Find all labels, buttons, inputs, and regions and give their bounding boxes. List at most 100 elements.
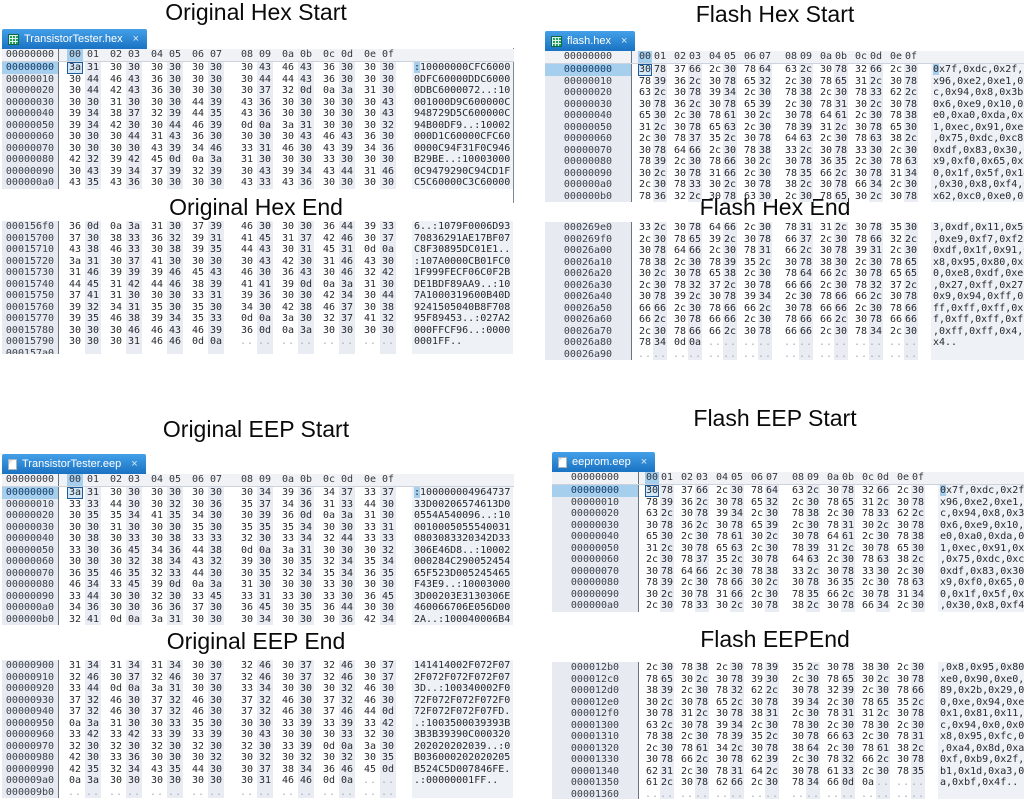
- hex-byte-cell[interactable]: 30: [896, 708, 910, 719]
- hex-byte-cell[interactable]: 30: [126, 602, 142, 614]
- hex-byte-cell[interactable]: 32: [281, 567, 295, 579]
- hex-byte-cell[interactable]: 30: [826, 600, 840, 611]
- hex-byte-cell[interactable]: 2c: [638, 279, 652, 291]
- hex-byte-cell[interactable]: 32: [861, 485, 875, 496]
- hex-byte-cell[interactable]: 30: [240, 73, 254, 85]
- ascii-column-cell[interactable]: B29BE..:10003000: [412, 154, 513, 166]
- hex-byte-cell[interactable]: 30: [68, 165, 82, 177]
- hex-byte-cell[interactable]: 46: [109, 706, 123, 717]
- hex-byte-cell[interactable]: 30: [695, 577, 709, 589]
- hex-byte-cell[interactable]: 30: [208, 85, 224, 97]
- hex-byte-cell[interactable]: 44: [150, 278, 164, 290]
- hex-byte-cell[interactable]: 78: [645, 731, 659, 742]
- hex-byte-cell[interactable]: 34: [298, 521, 314, 533]
- ascii-column-cell[interactable]: [412, 786, 513, 798]
- hex-byte-cell[interactable]: 66: [854, 179, 868, 190]
- hex-byte-cell[interactable]: 3a: [281, 119, 295, 131]
- hex-byte-cell[interactable]: 33: [363, 487, 377, 498]
- ascii-column-cell[interactable]: 0010005055540031: [412, 521, 513, 533]
- hex-byte-cell[interactable]: 2c: [799, 144, 813, 156]
- hex-byte-cell[interactable]: 30: [167, 301, 183, 313]
- hex-byte-cell[interactable]: 30: [380, 177, 396, 189]
- hex-byte-cell[interactable]: 78: [826, 496, 840, 508]
- hex-byte-cell[interactable]: 35: [85, 763, 101, 775]
- hex-byte-cell[interactable]: 78: [750, 662, 764, 673]
- hex-byte-cell[interactable]: 0d: [380, 763, 396, 775]
- hex-byte-cell[interactable]: 78: [791, 588, 805, 600]
- hex-byte-cell[interactable]: 78: [660, 519, 674, 531]
- hex-byte-cell[interactable]: 2c: [715, 485, 729, 496]
- hex-byte-cell[interactable]: 43: [339, 131, 355, 143]
- hex-byte-cell[interactable]: 38: [799, 87, 813, 99]
- hex-byte-cell[interactable]: 31: [298, 119, 314, 131]
- hex-byte-cell[interactable]: 44: [191, 96, 205, 108]
- empty-byte-cell[interactable]: ..: [869, 337, 884, 349]
- hex-byte-cell[interactable]: 31: [380, 521, 396, 533]
- hex-byte-cell[interactable]: 45: [85, 278, 101, 290]
- hex-byte-cell[interactable]: 30: [240, 775, 254, 786]
- hex-byte-cell[interactable]: 30: [896, 673, 910, 685]
- hex-byte-cell[interactable]: 0a: [109, 221, 123, 232]
- hex-byte-cell[interactable]: 30: [791, 765, 805, 777]
- hex-byte-cell[interactable]: 2c: [911, 508, 925, 520]
- hex-byte-cell[interactable]: 30: [208, 301, 224, 313]
- hex-byte-cell[interactable]: 65: [708, 121, 722, 133]
- hex-byte-cell[interactable]: 2c: [673, 256, 687, 268]
- empty-byte-cell[interactable]: ..: [167, 786, 183, 798]
- hex-byte-cell[interactable]: 2c: [806, 600, 820, 612]
- hex-byte-cell[interactable]: 46: [68, 579, 82, 590]
- hex-byte-cell[interactable]: 66: [723, 167, 737, 179]
- hex-byte-cell[interactable]: 36: [322, 602, 336, 613]
- hex-byte-cell[interactable]: 30: [854, 121, 868, 133]
- hex-byte-cell[interactable]: 42: [109, 119, 123, 131]
- ascii-column-cell[interactable]: 7A1000319600B40D: [412, 290, 513, 302]
- hex-byte-cell[interactable]: 30: [257, 221, 273, 233]
- hex-byte-cell[interactable]: 2c: [834, 268, 848, 280]
- hex-byte-cell[interactable]: 61: [841, 531, 855, 543]
- hex-byte-cell[interactable]: 30: [257, 301, 273, 313]
- hex-byte-cell[interactable]: 31: [322, 498, 336, 510]
- hex-byte-cell[interactable]: 32: [380, 544, 396, 556]
- hex-byte-cell[interactable]: 46: [240, 267, 254, 278]
- hex-byte-cell[interactable]: 31: [708, 167, 722, 179]
- empty-byte-cell[interactable]: ..: [167, 347, 183, 354]
- hex-byte-cell[interactable]: 30: [298, 313, 314, 325]
- hex-byte-cell[interactable]: 39: [765, 662, 779, 674]
- hex-byte-cell[interactable]: 2c: [708, 144, 722, 156]
- hex-byte-cell[interactable]: 2c: [723, 279, 737, 291]
- empty-byte-cell[interactable]: ..: [660, 788, 675, 799]
- hex-byte-cell[interactable]: 43: [126, 73, 142, 85]
- hex-byte-cell[interactable]: 66: [869, 64, 883, 76]
- hex-byte-cell[interactable]: 30: [695, 731, 709, 743]
- hex-byte-cell[interactable]: 78: [695, 696, 709, 708]
- hex-byte-cell[interactable]: 2c: [799, 179, 813, 191]
- hex-byte-cell[interactable]: 33: [380, 221, 396, 233]
- hex-byte-cell[interactable]: 30: [68, 533, 82, 544]
- hex-byte-cell[interactable]: 30: [281, 671, 295, 683]
- hex-byte-cell[interactable]: 37: [380, 671, 396, 683]
- hex-byte-cell[interactable]: 30: [85, 336, 101, 348]
- hex-byte-cell[interactable]: 78: [819, 190, 833, 202]
- hex-byte-cell[interactable]: 39: [68, 119, 82, 131]
- ascii-column-cell[interactable]: 0,0x1f,0x5f,0x14: [931, 167, 1024, 179]
- hex-byte-cell[interactable]: 30: [653, 325, 667, 337]
- hex-byte-cell[interactable]: 32: [322, 671, 336, 683]
- hex-byte-cell[interactable]: 36: [150, 85, 164, 96]
- hex-byte-cell[interactable]: 39: [660, 496, 674, 508]
- hex-byte-cell[interactable]: 30: [861, 673, 875, 685]
- hex-byte-cell[interactable]: 39: [167, 729, 183, 741]
- hex-byte-cell[interactable]: 78: [826, 519, 840, 531]
- hex-byte-cell[interactable]: 39: [841, 685, 855, 697]
- hex-byte-cell[interactable]: 65: [743, 98, 757, 110]
- hex-byte-cell[interactable]: 34: [339, 556, 355, 568]
- hex-byte-cell[interactable]: 31: [854, 75, 868, 87]
- hex-byte-cell[interactable]: 30: [281, 244, 295, 255]
- hex-byte-cell[interactable]: 30: [150, 752, 164, 763]
- hex-byte-cell[interactable]: 33: [363, 717, 377, 729]
- hex-byte-cell[interactable]: 32: [765, 496, 779, 508]
- hex-byte-cell[interactable]: 78: [784, 87, 798, 98]
- hex-byte-cell[interactable]: 39: [208, 96, 224, 108]
- hex-byte-cell[interactable]: 30: [708, 98, 722, 110]
- hex-byte-cell[interactable]: 39: [191, 244, 205, 255]
- hex-byte-cell[interactable]: 39: [257, 510, 273, 522]
